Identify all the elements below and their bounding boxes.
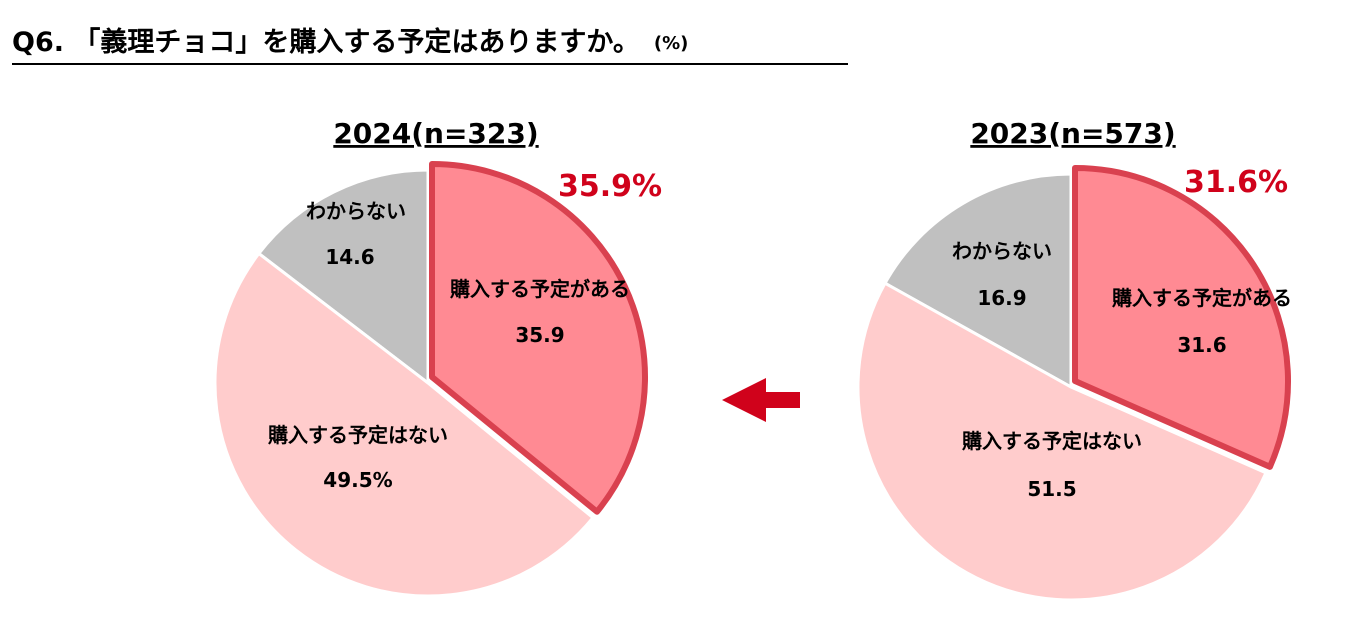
- highlight-label-2024: 35.9%: [558, 169, 662, 204]
- slice-no-plan-2023: [856, 281, 1268, 602]
- slice-unknown-2024: [256, 168, 430, 387]
- slice-value-no-plan-2023: 51.5: [1027, 477, 1076, 501]
- chart-2023: 2023(n=573) 31.6% 購入する予定がある 31.6 購入する予定は…: [856, 117, 1292, 602]
- left-arrow-icon: [722, 378, 800, 422]
- slice-value-plan-2024: 35.9: [515, 323, 564, 347]
- slice-label-plan-2024: 購入する予定がある: [450, 277, 630, 301]
- slice-label-plan-2023: 購入する予定がある: [1112, 286, 1292, 310]
- chart-title-2024: 2024(n=323): [333, 117, 538, 150]
- slice-label-no-plan-2024: 購入する予定はない: [268, 423, 448, 447]
- question-text: Q6. 「義理チョコ」を購入する予定はありますか。: [12, 27, 640, 58]
- chart-title-2023: 2023(n=573): [970, 117, 1175, 150]
- unit-label: (%): [653, 33, 689, 54]
- slice-value-no-plan-2024: 49.5%: [323, 468, 392, 492]
- slice-value-plan-2023: 31.6: [1177, 333, 1226, 357]
- slice-label-no-plan-2023: 購入する予定はない: [962, 429, 1142, 453]
- slice-label-unknown-2023: わからない: [952, 239, 1052, 263]
- slice-label-unknown-2024: わからない: [306, 199, 406, 223]
- slice-plan-2023: [1072, 165, 1291, 470]
- slice-plan-2024: [429, 161, 648, 515]
- slice-no-plan-2024: [213, 251, 596, 598]
- highlight-label-2023: 31.6%: [1184, 165, 1288, 200]
- slice-value-unknown-2024: 14.6: [325, 245, 374, 269]
- page-title: Q6. 「義理チョコ」を購入する予定はありますか。 (%): [12, 24, 848, 65]
- chart-2024: 2024(n=323) 35.9% 購入する予定がある 35.9 購入する予定は…: [213, 117, 662, 598]
- slice-value-unknown-2023: 16.9: [977, 286, 1026, 310]
- slice-unknown-2023: [882, 172, 1073, 390]
